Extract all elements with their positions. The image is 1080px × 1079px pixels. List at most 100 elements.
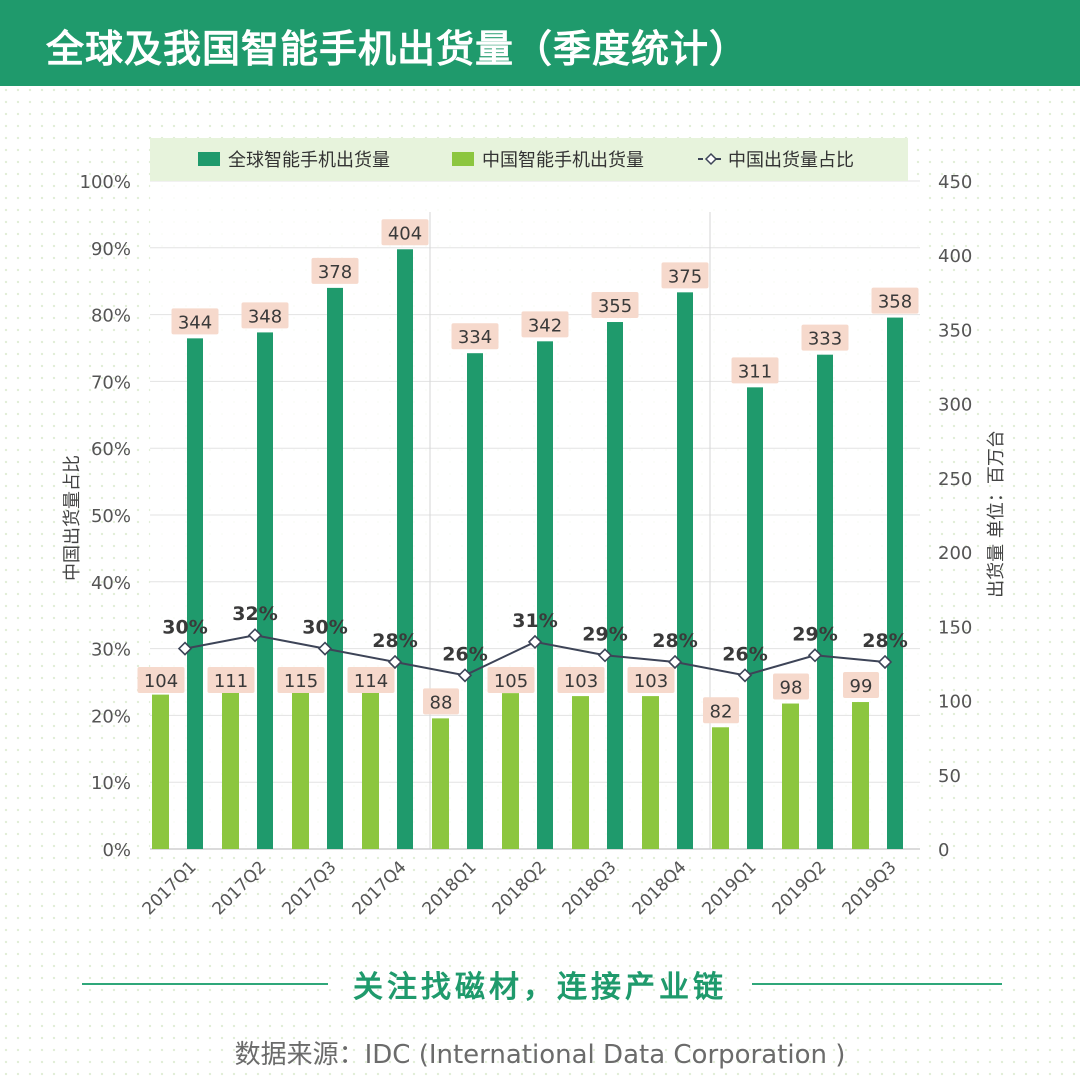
- global-bar: [887, 317, 903, 850]
- ratio-marker: [597, 648, 613, 663]
- global-value-label: 348: [248, 306, 282, 327]
- global-value-label-bg: [731, 357, 779, 384]
- china-bar: [642, 696, 659, 849]
- right-tick-label: 250: [938, 469, 972, 490]
- right-tick-label: 150: [938, 617, 972, 638]
- ratio-label: 29%: [792, 623, 837, 645]
- global-value-label: 358: [878, 292, 912, 313]
- legend-label: 全球智能手机出货量: [228, 150, 390, 171]
- global-value-label-bg: [801, 324, 849, 351]
- ratio-marker: [387, 654, 403, 670]
- ratio-marker: [807, 648, 823, 663]
- china-value-label-bg: [423, 688, 459, 715]
- left-tick-label: 90%: [91, 239, 131, 260]
- global-value-label-bg: [871, 287, 919, 314]
- china-value-label-bg: [843, 672, 879, 699]
- left-tick-label: 100%: [80, 172, 131, 193]
- china-value-label-bg: [347, 667, 395, 693]
- left-tick-label: 50%: [91, 506, 131, 527]
- data-source: 数据来源：IDC (International Data Corporation…: [234, 1040, 846, 1070]
- left-tick-label: 40%: [91, 573, 131, 594]
- china-value-label: 99: [850, 676, 873, 697]
- china-value-label: 98: [780, 678, 803, 699]
- china-value-label: 88: [430, 692, 453, 713]
- china-value-label-bg: [773, 673, 809, 700]
- global-value-label: 375: [668, 266, 702, 287]
- right-tick-label: 450: [938, 172, 972, 193]
- category-tick-label: 2018Q4: [629, 857, 691, 919]
- legend-swatch: [452, 152, 474, 166]
- global-value-label-bg: [381, 219, 429, 246]
- category-tick-label: 2017Q3: [279, 857, 341, 919]
- china-value-label: 115: [284, 671, 318, 692]
- category-tick-label: 2018Q3: [559, 857, 621, 919]
- global-value-label: 334: [458, 327, 492, 348]
- ratio-marker: [667, 654, 683, 670]
- china-value-label-bg: [487, 667, 535, 693]
- left-tick-label: 60%: [91, 439, 131, 460]
- global-value-label-bg: [521, 311, 569, 338]
- china-value-label-bg: [207, 667, 255, 693]
- global-bar: [397, 249, 413, 850]
- china-bar: [852, 702, 869, 849]
- ratio-label: 28%: [372, 630, 417, 652]
- china-value-label: 111: [214, 671, 248, 692]
- china-bar: [152, 694, 169, 849]
- china-bar: [222, 684, 239, 849]
- left-tick-label: 20%: [91, 706, 131, 727]
- global-value-label-bg: [241, 302, 289, 329]
- slogan: 关注找磁材，连接产业链: [353, 970, 727, 1005]
- global-value-label: 378: [318, 262, 352, 283]
- left-axis-title: 中国出货量占比: [62, 455, 83, 581]
- china-value-label: 114: [354, 671, 388, 692]
- right-tick-label: 0: [938, 840, 949, 861]
- ratio-label: 29%: [582, 623, 627, 645]
- china-value-label-bg: [627, 667, 675, 693]
- ratio-label: 28%: [862, 630, 907, 652]
- global-value-label: 355: [598, 296, 632, 317]
- global-bar: [257, 332, 273, 849]
- china-value-label: 103: [634, 671, 668, 692]
- ratio-label: 26%: [722, 643, 767, 665]
- china-value-label: 103: [564, 671, 598, 692]
- header-bar: 全球及我国智能手机出货量（季度统计）: [0, 0, 1080, 86]
- left-tick-label: 30%: [91, 640, 131, 661]
- left-tick-label: 0%: [102, 840, 131, 861]
- global-bar: [607, 322, 623, 849]
- legend-marker: [704, 152, 718, 166]
- global-value-label: 311: [738, 361, 772, 382]
- ratio-marker: [877, 654, 893, 670]
- ratio-marker: [527, 634, 543, 650]
- ratio-marker: [247, 628, 263, 643]
- left-tick-label: 10%: [91, 773, 131, 794]
- slogan-divider-left: [82, 983, 328, 985]
- global-bar: [187, 338, 203, 849]
- left-tick-label: 80%: [91, 306, 131, 327]
- global-value-label: 344: [178, 312, 212, 333]
- left-tick-label: 70%: [91, 372, 131, 393]
- china-bar: [502, 693, 519, 849]
- global-value-label: 404: [388, 223, 422, 244]
- right-tick-label: 50: [938, 766, 961, 787]
- category-tick-label: 2019Q3: [839, 857, 901, 919]
- ratio-label: 31%: [512, 610, 557, 632]
- global-bar: [817, 354, 833, 849]
- category-tick-label: 2017Q2: [209, 857, 271, 919]
- global-bar: [747, 387, 763, 849]
- category-tick-label: 2017Q4: [349, 857, 411, 919]
- china-value-label: 82: [710, 701, 733, 722]
- ratio-label: 30%: [162, 617, 207, 639]
- china-bar: [782, 703, 799, 849]
- china-value-label-bg: [703, 697, 739, 724]
- category-tick-label: 2019Q1: [699, 857, 761, 919]
- legend-swatch: [198, 152, 220, 166]
- slogan-divider-right: [752, 983, 1002, 985]
- china-value-label-bg: [557, 667, 605, 693]
- category-tick-label: 2019Q2: [769, 857, 831, 919]
- global-value-label: 342: [528, 315, 562, 336]
- global-value-label: 333: [808, 329, 842, 350]
- china-bar: [432, 718, 449, 849]
- category-tick-label: 2017Q1: [139, 857, 201, 919]
- ratio-marker: [317, 641, 333, 656]
- china-bar: [572, 696, 589, 849]
